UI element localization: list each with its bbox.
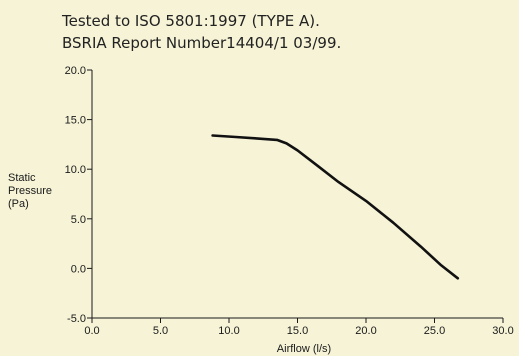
chart-header: Tested to ISO 5801:1997 (TYPE A). BSRIA …: [62, 10, 341, 54]
y-axis-label-line-1: Static: [8, 172, 36, 184]
y-tick-label: 15.0: [65, 115, 86, 127]
x-tick-label: 5.0: [153, 325, 168, 337]
y-tick-label: 10.0: [65, 164, 86, 176]
series-layer: [211, 134, 460, 280]
x-tick-label: 10.0: [218, 325, 239, 337]
y-tick-label: 0.0: [71, 263, 86, 275]
y-tick-label: 20.0: [65, 65, 86, 77]
y-axis-label-line-2: Pressure: [8, 185, 52, 197]
x-tick-label: 15.0: [287, 325, 308, 337]
pressure-curve-line: [211, 134, 460, 280]
x-tick-label: 20.0: [355, 325, 376, 337]
x-tick-label: 25.0: [424, 325, 445, 337]
axes: [91, 70, 503, 319]
test-standard-text: Tested to ISO 5801:1997 (TYPE A).: [62, 12, 320, 30]
report-number-text: BSRIA Report Number14404/1 03/99.: [62, 34, 342, 52]
y-tick-label: 5.0: [71, 214, 86, 226]
x-tick-label: 0.0: [84, 325, 99, 337]
x-axis-label: Airflow (l/s): [277, 343, 331, 355]
y-axis-label-line-3: (Pa): [8, 198, 29, 210]
x-tick-label: 30.0: [492, 325, 513, 337]
ticks: 0.0 5.0 10.0 15.0 20.0 25.0 30.0-5.00.05.010.0…: [65, 65, 514, 337]
y-tick-label: -5.0: [67, 313, 86, 325]
